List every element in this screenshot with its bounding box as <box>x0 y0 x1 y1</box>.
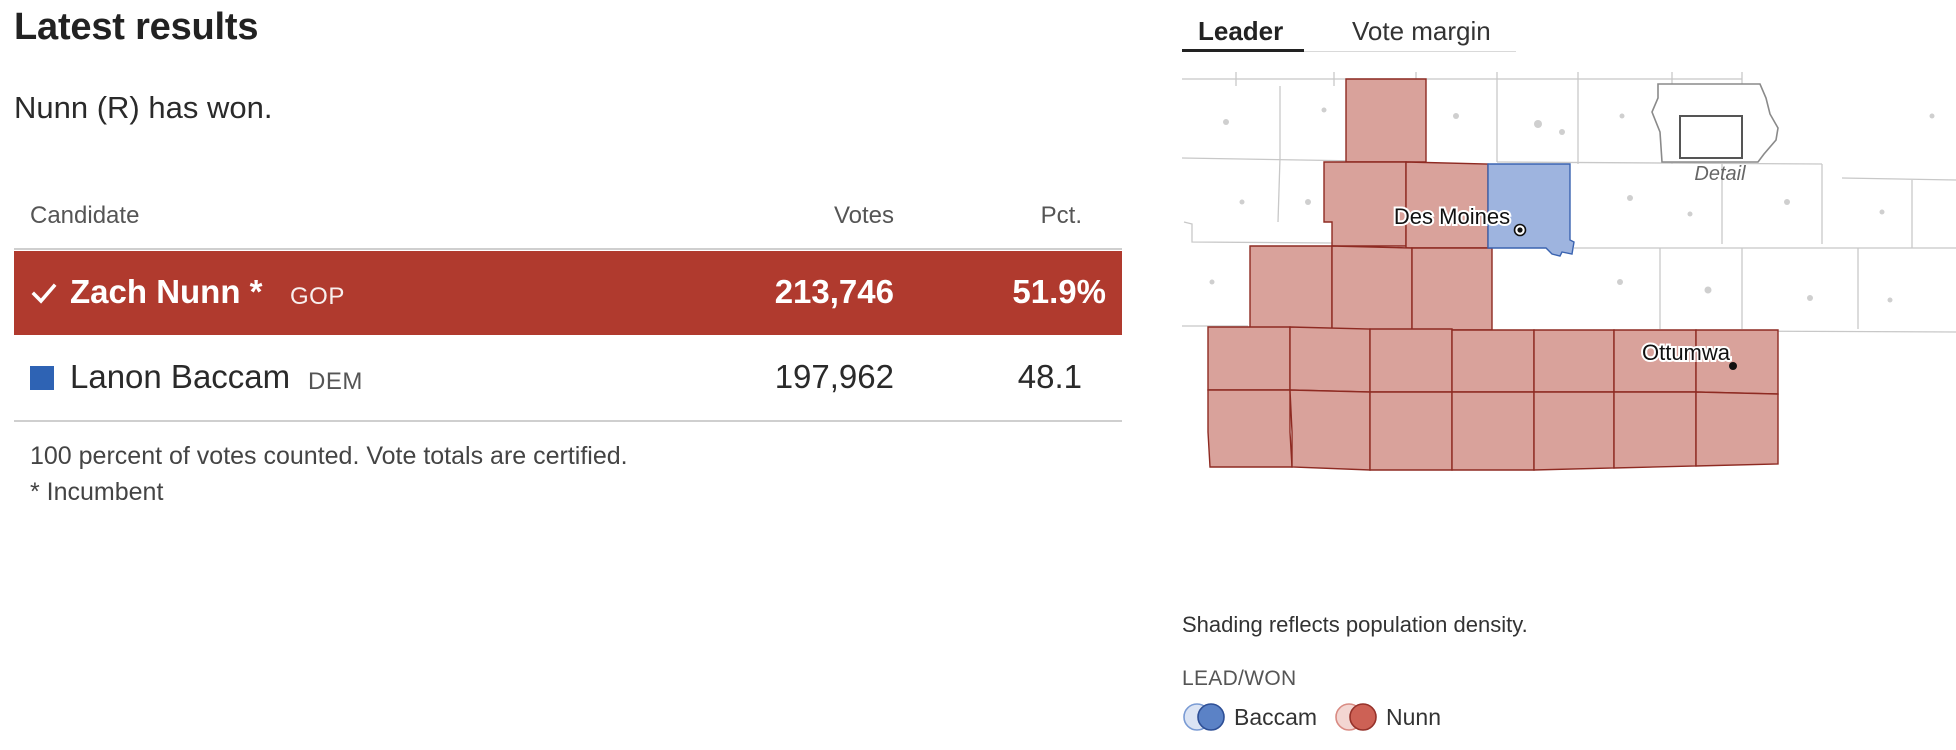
county-nunn <box>1695 391 1779 467</box>
candidate-party: DEM <box>308 368 363 395</box>
table-row-winner: Zach Nunn * GOP 213,746 51.9% <box>14 251 1122 335</box>
column-header-candidate: Candidate <box>30 202 140 229</box>
incumbent-note: * Incumbent <box>30 478 164 506</box>
iowa-outline <box>1651 83 1779 163</box>
population-density-shading <box>1209 107 1935 303</box>
candidate-votes: 197,962 <box>774 358 894 395</box>
results-panel: Latest results Nunn (R) has won. Candida… <box>14 0 1122 750</box>
candidate-name: Lanon Baccam <box>70 358 291 395</box>
legend-label: Nunn <box>1386 704 1441 730</box>
baccam-legend-icon <box>1183 703 1225 731</box>
county-nunn <box>1451 329 1535 393</box>
county-nunn <box>1207 326 1291 391</box>
county-nunn <box>1289 389 1371 471</box>
ottumwa-label: Ottumwa <box>1642 340 1731 365</box>
county-nunn <box>1411 247 1493 331</box>
column-header-pct: Pct. <box>1040 202 1082 229</box>
legend-label: Baccam <box>1234 704 1318 730</box>
district-map: Des Moines Ottumwa Detail <box>1182 72 1956 471</box>
inset-label: Detail <box>1694 163 1746 185</box>
legend-title: LEAD/WON <box>1182 667 1297 690</box>
county-nunn <box>1369 391 1453 471</box>
detail-box <box>1679 115 1743 159</box>
column-header-votes: Votes <box>833 202 894 229</box>
candidate-party: GOP <box>290 283 345 310</box>
table-row: Lanon Baccam DEM 197,962 48.1 <box>14 336 1122 420</box>
active-tab-indicator <box>1182 49 1304 52</box>
county-nunn <box>1207 389 1293 468</box>
candidate-name: Zach Nunn * <box>70 273 263 310</box>
city-ottumwa: Ottumwa <box>1640 338 1737 370</box>
county-baccam <box>1487 163 1575 257</box>
shading-note: Shading reflects population density. <box>1182 612 1528 637</box>
county-nunn <box>1369 328 1453 393</box>
candidate-votes: 213,746 <box>774 273 894 310</box>
city-des-moines: Des Moines <box>1392 202 1527 237</box>
map-panel: Leader Vote margin <box>1182 0 1956 750</box>
des-moines-label: Des Moines <box>1394 204 1510 229</box>
county-nunn <box>1249 245 1333 330</box>
tab-leader[interactable]: Leader <box>1198 16 1284 46</box>
candidate-pct: 51.9% <box>1012 273 1106 310</box>
ottumwa-marker <box>1729 362 1737 370</box>
county-nunn <box>1613 391 1697 469</box>
header-divider <box>14 248 1122 250</box>
party-color-swatch <box>30 366 54 390</box>
county-nunn <box>1289 326 1371 393</box>
map-tabs: Leader Vote margin <box>1182 0 1516 52</box>
candidate-pct: 48.1 <box>1017 358 1082 395</box>
count-note: 100 percent of votes counted. Vote total… <box>30 442 628 470</box>
county-nunn <box>1331 245 1413 331</box>
iowa-inset: Detail <box>1651 83 1779 185</box>
county-nunn <box>1533 329 1615 393</box>
tab-vote-margin[interactable]: Vote margin <box>1352 16 1491 46</box>
nunn-legend-icon <box>1335 703 1377 731</box>
page-title: Latest results <box>14 6 259 48</box>
nunn-counties <box>1207 78 1779 471</box>
county-nunn <box>1451 391 1535 471</box>
race-status: Nunn (R) has won. <box>14 90 273 125</box>
baccam-counties <box>1487 163 1575 257</box>
county-nunn <box>1345 78 1427 163</box>
table-divider <box>14 420 1122 422</box>
county-nunn <box>1533 391 1615 471</box>
checkmark-icon <box>31 283 57 304</box>
